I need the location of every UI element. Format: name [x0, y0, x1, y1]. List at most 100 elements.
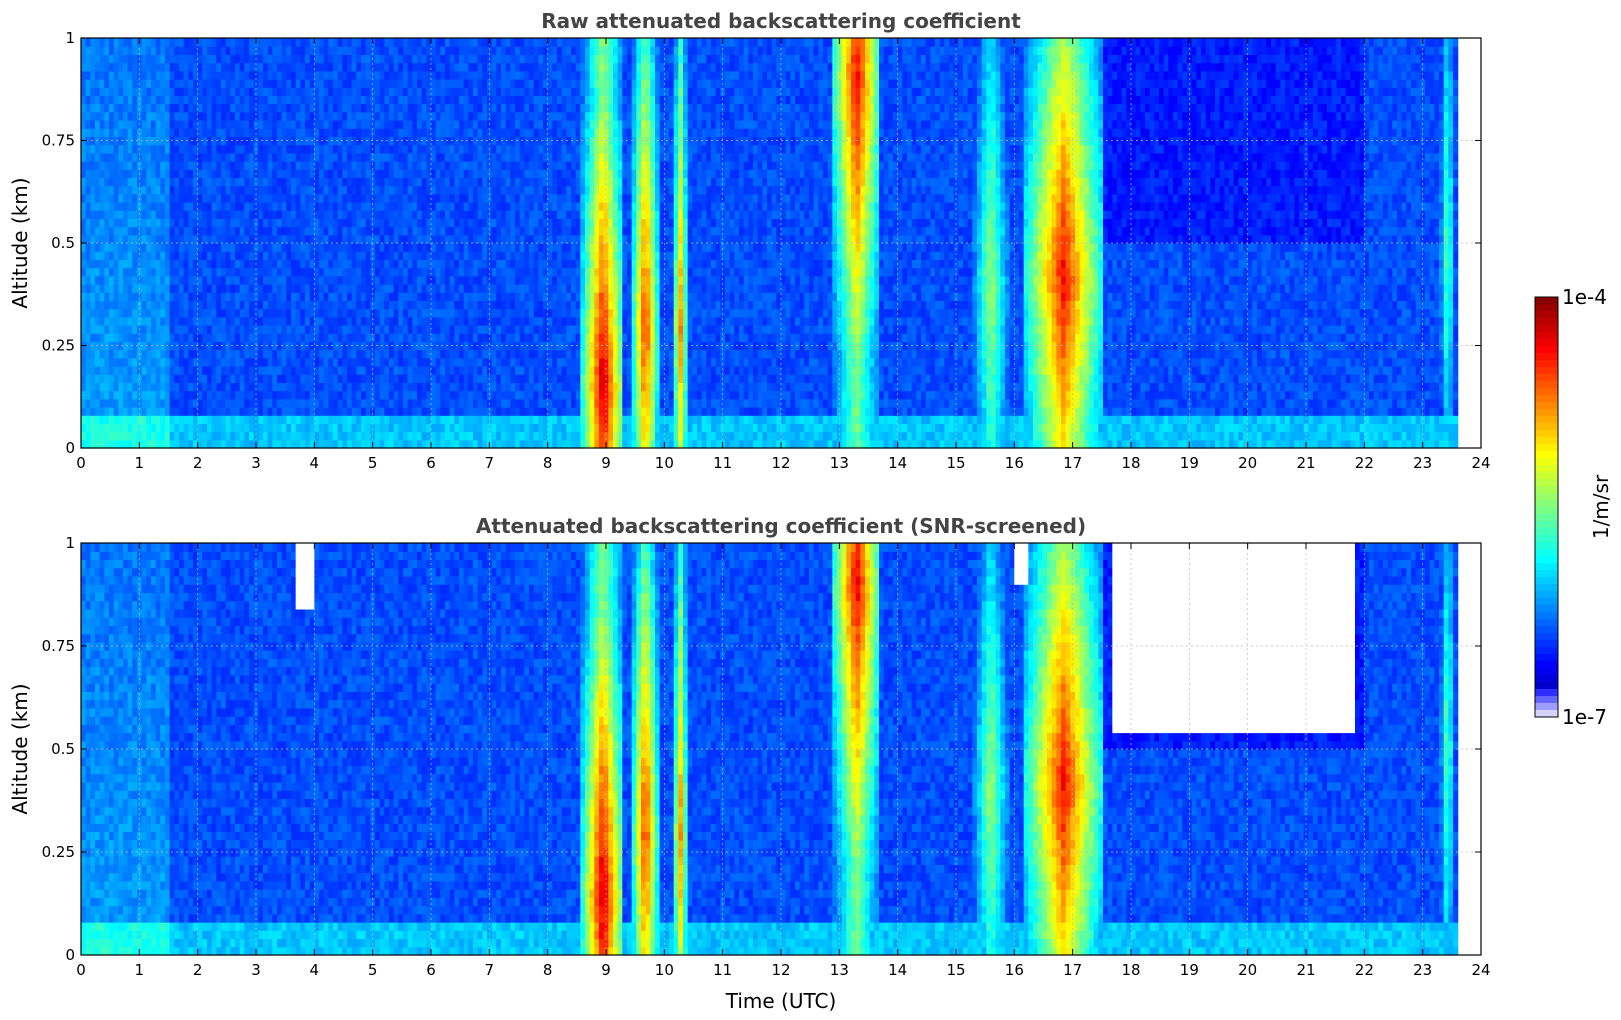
heatmap-cell — [258, 71, 263, 80]
heatmap-cell — [244, 292, 249, 301]
heatmap-cell — [142, 71, 147, 80]
heatmap-cell — [142, 186, 147, 195]
heatmap-cell — [268, 399, 273, 408]
heatmap-cell — [132, 218, 137, 227]
heatmap-cell — [515, 71, 520, 80]
heatmap-cell — [408, 153, 413, 162]
heatmap-cell — [473, 227, 478, 236]
heatmap-cell — [450, 71, 455, 80]
heatmap-cell — [524, 161, 529, 170]
heatmap-cell — [314, 284, 319, 293]
heatmap-cell — [445, 227, 450, 236]
heatmap-cell — [156, 79, 161, 88]
heatmap-cell — [492, 95, 497, 104]
heatmap-cell — [389, 358, 394, 367]
heatmap-cell — [296, 366, 301, 375]
heatmap-cell — [464, 202, 469, 211]
heatmap-cell — [170, 54, 175, 63]
heatmap-cell — [216, 374, 221, 383]
heatmap-cell — [300, 432, 305, 441]
heatmap-cell — [454, 276, 459, 285]
heatmap-cell — [86, 87, 91, 96]
heatmap-cell — [198, 71, 203, 80]
heatmap-cell — [482, 440, 487, 449]
heatmap-cell — [263, 276, 268, 285]
heatmap-cell — [212, 399, 217, 408]
heatmap-cell — [268, 243, 273, 252]
heatmap-cell — [249, 317, 254, 326]
heatmap-cell — [380, 218, 385, 227]
heatmap-cell — [473, 259, 478, 268]
heatmap-cell — [380, 399, 385, 408]
heatmap-cell — [389, 186, 394, 195]
heatmap-cell — [408, 177, 413, 186]
heatmap-cell — [319, 309, 324, 318]
heatmap-cell — [156, 186, 161, 195]
heatmap-cell — [305, 391, 310, 400]
heatmap-cell — [156, 292, 161, 301]
heatmap-cell — [436, 423, 441, 432]
heatmap-cell — [538, 382, 543, 391]
heatmap-cell — [389, 235, 394, 244]
heatmap-cell — [235, 218, 240, 227]
heatmap-cell — [450, 374, 455, 383]
heatmap-cell — [361, 38, 366, 47]
heatmap-cell — [338, 95, 343, 104]
heatmap-cell — [146, 112, 151, 121]
heatmap-cell — [436, 259, 441, 268]
heatmap-cell — [342, 177, 347, 186]
heatmap-cell — [454, 218, 459, 227]
heatmap-cell — [202, 145, 207, 154]
heatmap-cell — [165, 423, 170, 432]
heatmap-cell — [90, 120, 95, 129]
heatmap-cell — [445, 309, 450, 318]
heatmap-cell — [319, 407, 324, 416]
heatmap-cell — [263, 63, 268, 72]
heatmap-cell — [496, 399, 501, 408]
heatmap-cell — [296, 218, 301, 227]
heatmap-cell — [403, 259, 408, 268]
heatmap-cell — [184, 366, 189, 375]
heatmap-cell — [123, 399, 128, 408]
heatmap-cell — [328, 292, 333, 301]
heatmap-cell — [398, 71, 403, 80]
heatmap-cell — [506, 79, 511, 88]
heatmap-cell — [412, 382, 417, 391]
heatmap-cell — [520, 358, 525, 367]
heatmap-cell — [431, 177, 436, 186]
heatmap-cell — [226, 95, 231, 104]
heatmap-cell — [156, 366, 161, 375]
heatmap-cell — [338, 358, 343, 367]
heatmap-cell — [468, 243, 473, 252]
heatmap-cell — [394, 243, 399, 252]
heatmap-cell — [394, 186, 399, 195]
heatmap-cell — [422, 194, 427, 203]
heatmap-cell — [398, 87, 403, 96]
heatmap-cell — [366, 112, 371, 121]
heatmap-cell — [286, 251, 291, 260]
heatmap-cell — [524, 54, 529, 63]
heatmap-cell — [492, 161, 497, 170]
heatmap-cell — [188, 161, 193, 170]
heatmap-cell — [118, 104, 123, 113]
heatmap-cell — [454, 87, 459, 96]
heatmap-cell — [240, 415, 245, 424]
heatmap-cell — [296, 391, 301, 400]
heatmap-cell — [384, 415, 389, 424]
heatmap-cell — [291, 79, 296, 88]
heatmap-cell — [95, 300, 100, 309]
heatmap-cell — [515, 374, 520, 383]
heatmap-cell — [296, 415, 301, 424]
heatmap-cell — [142, 227, 147, 236]
heatmap-cell — [347, 276, 352, 285]
heatmap-cell — [165, 300, 170, 309]
heatmap-cell — [268, 87, 273, 96]
heatmap-cell — [403, 112, 408, 121]
heatmap-cell — [510, 194, 515, 203]
heatmap-cell — [468, 268, 473, 277]
heatmap-cell — [198, 350, 203, 359]
heatmap-cell — [90, 227, 95, 236]
heatmap-cell — [473, 382, 478, 391]
heatmap-cell — [375, 284, 380, 293]
heatmap-cell — [86, 309, 91, 318]
